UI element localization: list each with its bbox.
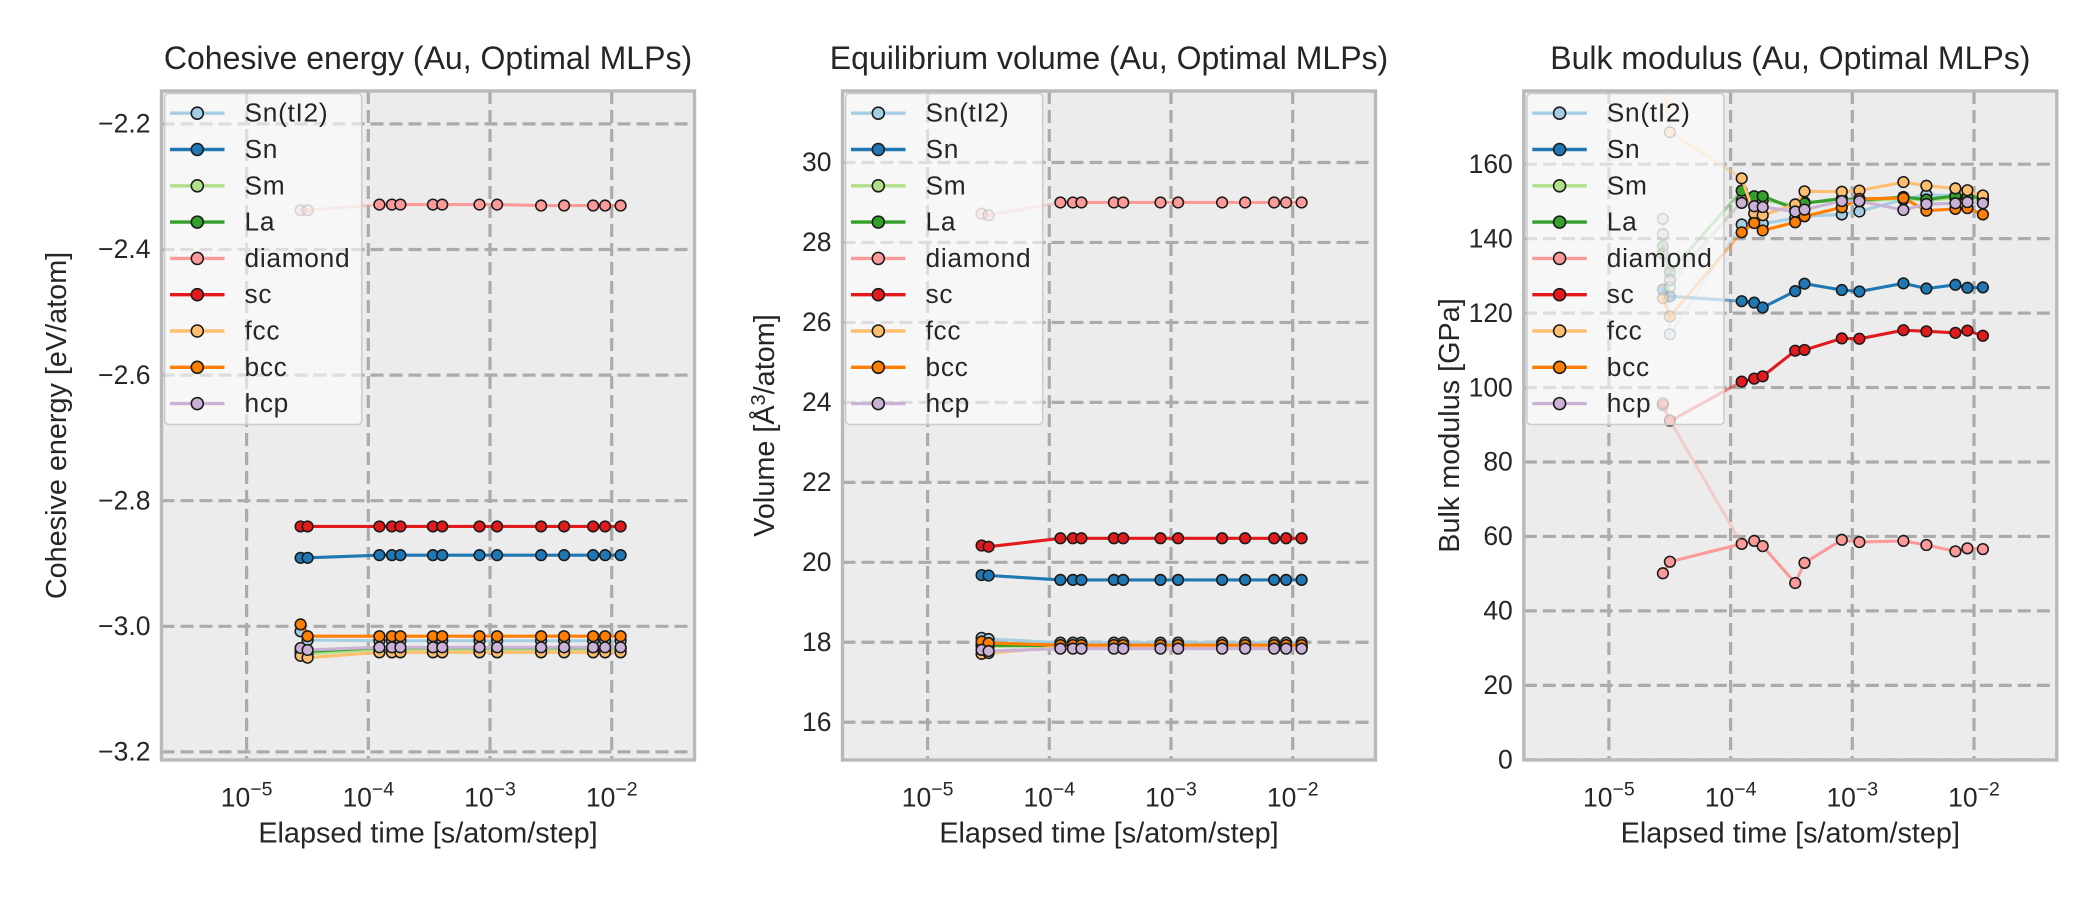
svg-text:Volume [Å3/atom]: Volume [Å3/atom] xyxy=(748,314,781,536)
svg-text:Elapsed time [s/atom/step]: Elapsed time [s/atom/step] xyxy=(258,818,597,850)
svg-text:20: 20 xyxy=(1483,670,1512,700)
svg-text:Sm: Sm xyxy=(245,170,286,200)
svg-text:120: 120 xyxy=(1469,298,1513,328)
svg-text:La: La xyxy=(1607,207,1638,237)
svg-text:hcp: hcp xyxy=(245,388,290,418)
svg-text:Sn: Sn xyxy=(926,134,960,164)
svg-text:10−3: 10−3 xyxy=(1826,779,1878,813)
svg-text:−2.6: −2.6 xyxy=(98,360,150,390)
svg-text:fcc: fcc xyxy=(245,316,281,346)
svg-text:10−4: 10−4 xyxy=(1023,779,1075,813)
svg-text:Sm: Sm xyxy=(926,170,967,200)
svg-text:hcp: hcp xyxy=(926,388,971,418)
svg-text:diamond: diamond xyxy=(1607,243,1713,273)
svg-text:140: 140 xyxy=(1469,223,1513,253)
svg-text:Sm: Sm xyxy=(1607,170,1648,200)
svg-text:30: 30 xyxy=(802,147,831,177)
svg-text:26: 26 xyxy=(802,307,831,337)
svg-text:−3.0: −3.0 xyxy=(98,611,150,641)
svg-text:bcc: bcc xyxy=(1607,352,1650,382)
svg-text:diamond: diamond xyxy=(245,243,351,273)
svg-text:−3.2: −3.2 xyxy=(98,737,150,767)
svg-text:100: 100 xyxy=(1469,372,1513,402)
svg-text:10−5: 10−5 xyxy=(902,779,954,813)
svg-text:Sn(tI2): Sn(tI2) xyxy=(1607,98,1691,128)
svg-text:Bulk modulus (Au, Optimal MLPs: Bulk modulus (Au, Optimal MLPs) xyxy=(1550,40,2030,76)
svg-text:160: 160 xyxy=(1469,149,1513,179)
svg-text:18: 18 xyxy=(802,627,831,657)
svg-text:40: 40 xyxy=(1483,596,1512,626)
svg-text:10−2: 10−2 xyxy=(1948,779,2000,813)
svg-text:22: 22 xyxy=(802,467,831,497)
svg-text:24: 24 xyxy=(802,387,831,417)
svg-text:hcp: hcp xyxy=(1607,388,1652,418)
svg-text:sc: sc xyxy=(1607,279,1635,309)
svg-text:La: La xyxy=(245,207,276,237)
svg-text:60: 60 xyxy=(1483,521,1512,551)
svg-text:bcc: bcc xyxy=(245,352,288,382)
svg-text:−2.4: −2.4 xyxy=(98,234,150,264)
svg-text:Sn(tI2): Sn(tI2) xyxy=(245,98,329,128)
svg-text:bcc: bcc xyxy=(926,352,969,382)
svg-text:fcc: fcc xyxy=(1607,316,1643,346)
svg-text:Sn(tI2): Sn(tI2) xyxy=(926,98,1010,128)
svg-text:20: 20 xyxy=(802,547,831,577)
svg-text:Sn: Sn xyxy=(245,134,279,164)
svg-text:16: 16 xyxy=(802,707,831,737)
svg-text:Cohesive energy (Au, Optimal M: Cohesive energy (Au, Optimal MLPs) xyxy=(164,40,692,76)
svg-text:Equilibrium volume (Au, Optima: Equilibrium volume (Au, Optimal MLPs) xyxy=(830,40,1388,76)
svg-text:Cohesive energy [eV/atom]: Cohesive energy [eV/atom] xyxy=(41,252,73,599)
svg-text:0: 0 xyxy=(1498,745,1513,775)
svg-text:−2.8: −2.8 xyxy=(98,485,150,515)
svg-text:10−4: 10−4 xyxy=(342,779,394,813)
svg-text:La: La xyxy=(926,207,957,237)
svg-text:Elapsed time [s/atom/step]: Elapsed time [s/atom/step] xyxy=(939,818,1278,850)
svg-text:28: 28 xyxy=(802,227,831,257)
svg-text:Bulk modulus [GPa]: Bulk modulus [GPa] xyxy=(1434,298,1466,553)
svg-text:diamond: diamond xyxy=(926,243,1032,273)
svg-text:80: 80 xyxy=(1483,447,1512,477)
svg-text:sc: sc xyxy=(926,279,954,309)
svg-text:−2.2: −2.2 xyxy=(98,109,150,139)
svg-text:Elapsed time [s/atom/step]: Elapsed time [s/atom/step] xyxy=(1621,818,1960,850)
svg-text:Sn: Sn xyxy=(1607,134,1641,164)
svg-text:sc: sc xyxy=(245,279,273,309)
svg-text:fcc: fcc xyxy=(926,316,962,346)
